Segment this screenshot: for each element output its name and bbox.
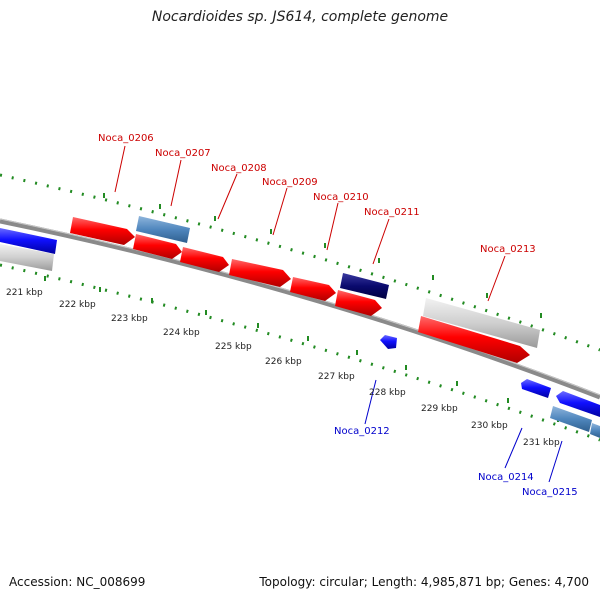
label-noca-0211[interactable]: Noca_0211 — [364, 207, 420, 218]
label-noca-0215[interactable]: Noca_0215 — [522, 487, 578, 498]
forward-callouts — [114, 145, 506, 302]
gene-noca-0205[interactable] — [0, 228, 57, 254]
gene-noca-0211b[interactable] — [335, 290, 382, 316]
tick-label-222: 222 kbp — [59, 300, 96, 310]
gene-noca-0217[interactable] — [590, 423, 600, 438]
tick-label-226: 226 kbp — [265, 357, 302, 367]
major-ticks-inner — [44, 276, 559, 422]
tick-label-223: 223 kbp — [111, 314, 148, 324]
reverse-callouts — [364, 379, 563, 483]
accession-text: Accession: NC_008699 — [9, 575, 146, 589]
label-noca-0206[interactable]: Noca_0206 — [98, 133, 154, 144]
gene-noca-0206[interactable] — [70, 217, 135, 245]
gene-noca-0212[interactable] — [380, 335, 397, 349]
kbp-tick-labels: 221 kbp 222 kbp 223 kbp 224 kbp 225 kbp … — [6, 288, 560, 448]
gene-noca-0209[interactable] — [229, 259, 291, 287]
gene-noca-0216[interactable] — [556, 391, 600, 417]
label-noca-0213[interactable]: Noca_0213 — [480, 244, 536, 255]
tick-label-228: 228 kbp — [369, 388, 406, 398]
gene-noca-0208b[interactable] — [180, 247, 229, 272]
tick-label-221: 221 kbp — [6, 288, 43, 298]
gene-noca-0208a[interactable] — [133, 234, 182, 259]
gene-noca-0213[interactable] — [418, 316, 530, 363]
tick-label-227: 227 kbp — [318, 372, 355, 382]
genome-backbone — [0, 218, 600, 400]
reverse-gene-labels: Noca_0212 Noca_0214 Noca_0215 — [334, 426, 578, 498]
gene-noca-0207[interactable] — [136, 216, 190, 243]
label-noca-0212[interactable]: Noca_0212 — [334, 426, 390, 437]
gene-noca-0213a[interactable] — [423, 298, 540, 348]
label-noca-0209[interactable]: Noca_0209 — [262, 177, 318, 188]
tick-label-230: 230 kbp — [471, 421, 508, 431]
gene-noca-0210[interactable] — [290, 277, 336, 301]
tick-label-229: 229 kbp — [421, 404, 458, 414]
label-noca-0210[interactable]: Noca_0210 — [313, 192, 369, 203]
label-noca-0207[interactable]: Noca_0207 — [155, 148, 211, 159]
page-title: Nocardioides sp. JS614, complete genome — [151, 9, 449, 25]
gene-noca-0215[interactable] — [550, 406, 592, 432]
tick-label-224: 224 kbp — [163, 328, 200, 338]
gene-noca-0214[interactable] — [521, 379, 551, 398]
tick-label-225: 225 kbp — [215, 342, 252, 352]
tick-label-231: 231 kbp — [523, 438, 560, 448]
gene-noca-0204-gray[interactable] — [0, 244, 54, 271]
forward-gene-labels: Noca_0206 Noca_0207 Noca_0208 Noca_0209 … — [98, 133, 536, 255]
gene-noca-0211[interactable] — [340, 273, 389, 299]
genome-summary-text: Topology: circular; Length: 4,985,871 bp… — [259, 575, 589, 589]
label-noca-0214[interactable]: Noca_0214 — [478, 472, 534, 483]
major-ticks-outer — [103, 193, 542, 318]
label-noca-0208[interactable]: Noca_0208 — [211, 163, 267, 174]
